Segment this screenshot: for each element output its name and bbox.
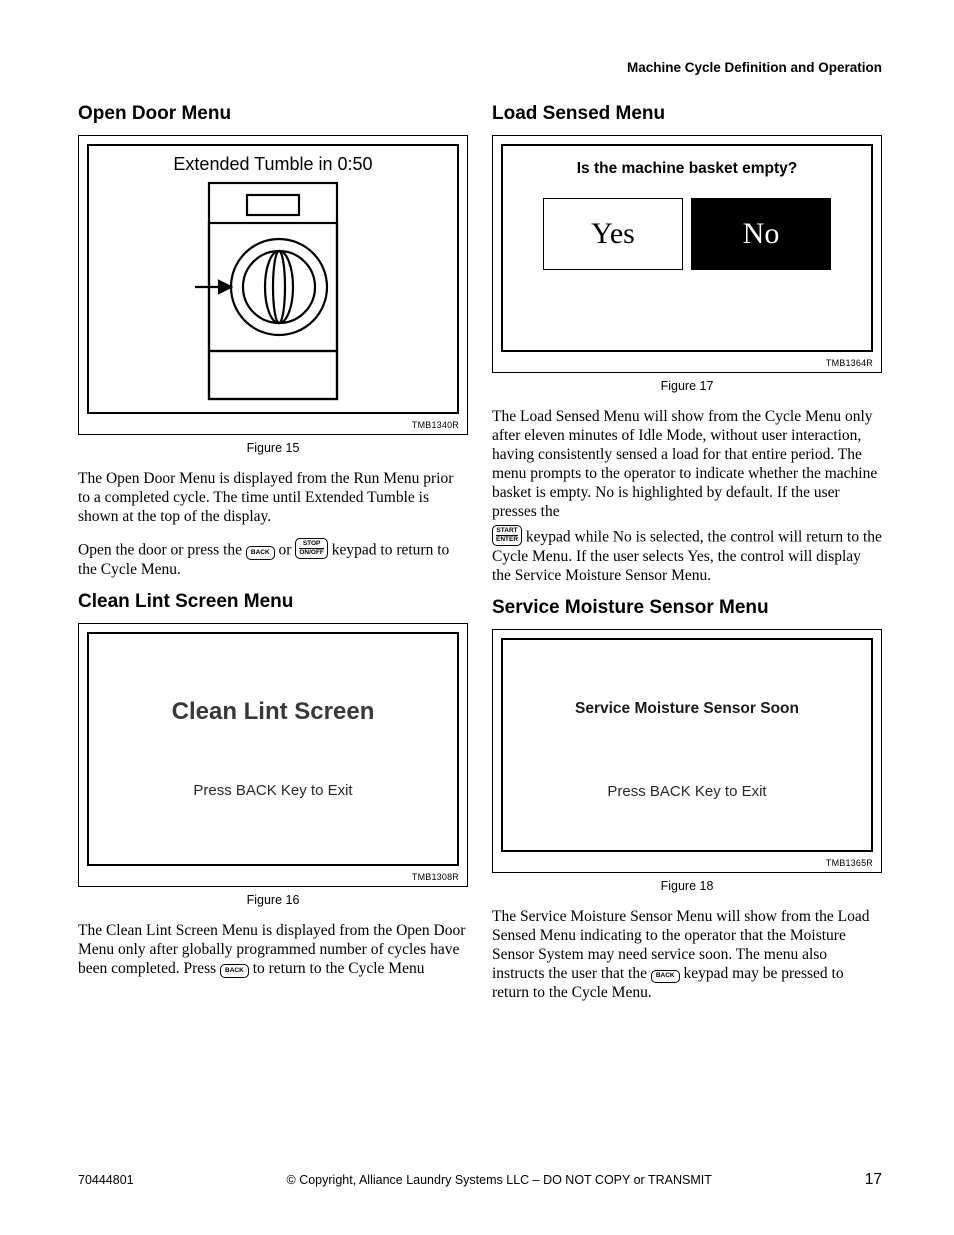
start-enter-key-icon: STARTENTER	[492, 525, 522, 546]
left-column: Open Door Menu Extended Tumble in 0:50	[78, 103, 468, 1014]
key-bottom-label: ON/OFF	[299, 548, 324, 556]
two-column-layout: Open Door Menu Extended Tumble in 0:50	[78, 103, 882, 1014]
clean-lint-screen: Clean Lint Screen Press BACK Key to Exit	[87, 632, 459, 866]
open-door-para-1: The Open Door Menu is displayed from the…	[78, 469, 468, 526]
figure-16-frame: Clean Lint Screen Press BACK Key to Exit…	[78, 623, 468, 887]
service-moisture-screen-instruction: Press BACK Key to Exit	[607, 783, 766, 800]
clean-lint-para: The Clean Lint Screen Menu is displayed …	[78, 921, 468, 978]
open-door-heading: Open Door Menu	[78, 103, 468, 125]
page-footer: 70444801 © Copyright, Alliance Laundry S…	[78, 1171, 882, 1189]
footer-copyright: © Copyright, Alliance Laundry Systems LL…	[287, 1173, 712, 1187]
figure-16-id: TMB1308R	[87, 872, 459, 882]
load-sensed-prompt: Is the machine basket empty?	[577, 160, 798, 178]
service-moisture-heading: Service Moisture Sensor Menu	[492, 597, 882, 619]
figure-17-id: TMB1364R	[501, 358, 873, 368]
running-header: Machine Cycle Definition and Operation	[78, 60, 882, 75]
clean-lint-screen-instruction: Press BACK Key to Exit	[193, 782, 352, 799]
open-door-screen-title: Extended Tumble in 0:50	[89, 154, 457, 175]
service-moisture-screen-title: Service Moisture Sensor Soon	[575, 700, 799, 718]
figure-17-frame: Is the machine basket empty? Yes No TMB1…	[492, 135, 882, 373]
footer-page-number: 17	[865, 1171, 882, 1189]
figure-15-frame: Extended Tumble in 0:50	[78, 135, 468, 435]
service-moisture-screen: Service Moisture Sensor Soon Press BACK …	[501, 638, 873, 852]
open-door-para-2: Open the door or press the BACK or STOPO…	[78, 538, 468, 578]
load-sensed-para-1: The Load Sensed Menu will show from the …	[492, 407, 882, 521]
text-fragment: to return to the Cycle Menu	[249, 960, 425, 977]
figure-15-caption: Figure 15	[78, 441, 468, 455]
key-bottom-label: ENTER	[496, 535, 518, 543]
clean-lint-screen-title: Clean Lint Screen	[172, 698, 375, 726]
load-sensed-heading: Load Sensed Menu	[492, 103, 882, 125]
stop-onoff-key-icon: STOPON/OFF	[295, 538, 328, 559]
figure-18-caption: Figure 18	[492, 879, 882, 893]
clean-lint-heading: Clean Lint Screen Menu	[78, 591, 468, 613]
figure-17-caption: Figure 17	[492, 379, 882, 393]
right-column: Load Sensed Menu Is the machine basket e…	[492, 103, 882, 1014]
dryer-line-art-icon	[189, 179, 357, 403]
text-fragment: keypad while No is selected, the control…	[492, 529, 882, 584]
figure-16-caption: Figure 16	[78, 893, 468, 907]
text-fragment: Open the door or press the	[78, 542, 246, 559]
load-sensed-screen: Is the machine basket empty? Yes No	[501, 144, 873, 352]
figure-15-id: TMB1340R	[87, 420, 459, 430]
load-sensed-para-2: STARTENTER keypad while No is selected, …	[492, 525, 882, 585]
key-top-label: START	[496, 528, 518, 535]
no-button[interactable]: No	[691, 198, 831, 270]
text-fragment: or	[275, 542, 296, 559]
footer-doc-number: 70444801	[78, 1173, 134, 1187]
figure-18-frame: Service Moisture Sensor Soon Press BACK …	[492, 629, 882, 873]
back-key-icon: BACK	[220, 964, 249, 978]
service-moisture-para: The Service Moisture Sensor Menu will sh…	[492, 907, 882, 1002]
yes-no-button-row: Yes No	[511, 198, 863, 270]
back-key-icon: BACK	[246, 546, 275, 560]
figure-18-id: TMB1365R	[501, 858, 873, 868]
open-door-screen: Extended Tumble in 0:50	[87, 144, 459, 414]
yes-button[interactable]: Yes	[543, 198, 683, 270]
back-key-icon: BACK	[651, 970, 680, 984]
key-top-label: STOP	[299, 541, 324, 548]
